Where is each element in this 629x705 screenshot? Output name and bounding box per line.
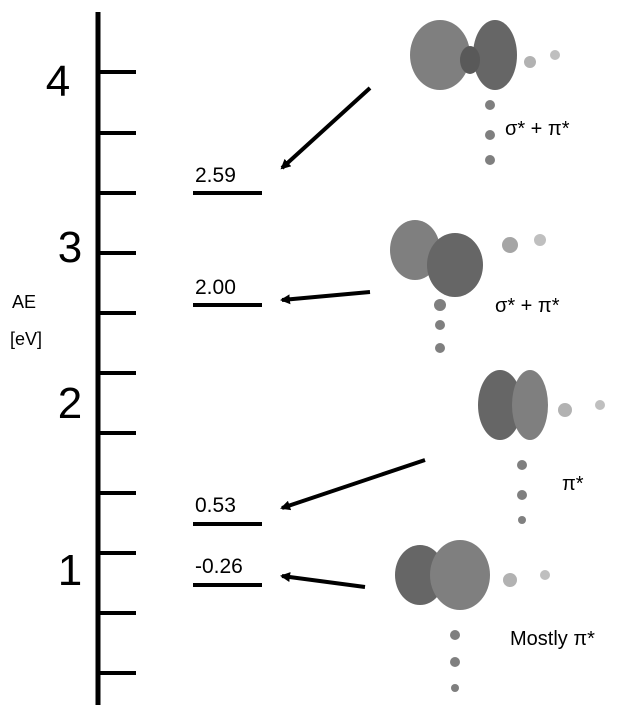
orbital-caption: σ* + π* xyxy=(505,118,570,140)
orbital-caption: σ* + π* xyxy=(495,295,560,317)
level-value: 2.59 xyxy=(195,164,236,187)
orbital-caption: π* xyxy=(562,473,584,495)
orbital-image xyxy=(395,540,550,692)
tick-label: 4 xyxy=(46,57,70,106)
axis-ticks xyxy=(98,72,136,673)
orbital-image xyxy=(390,220,546,353)
orbital-caption: Mostly π* xyxy=(510,628,595,650)
axis-label: [eV] xyxy=(10,329,42,349)
orbital-image xyxy=(410,20,560,165)
arrows xyxy=(282,88,425,587)
orbital-image xyxy=(478,370,605,524)
level-lines xyxy=(193,193,262,585)
level-value: 0.53 xyxy=(195,494,236,517)
level-value: 2.00 xyxy=(195,276,236,299)
level-value: -0.26 xyxy=(195,555,243,578)
axis-label: AE xyxy=(12,292,36,312)
energy-diagram: 4 3 2 1 AE [eV] 2.59 2.00 0.53 -0.26 σ* … xyxy=(0,0,629,705)
tick-label: 1 xyxy=(58,546,82,595)
tick-label: 2 xyxy=(58,379,82,428)
tick-label: 3 xyxy=(58,223,82,272)
